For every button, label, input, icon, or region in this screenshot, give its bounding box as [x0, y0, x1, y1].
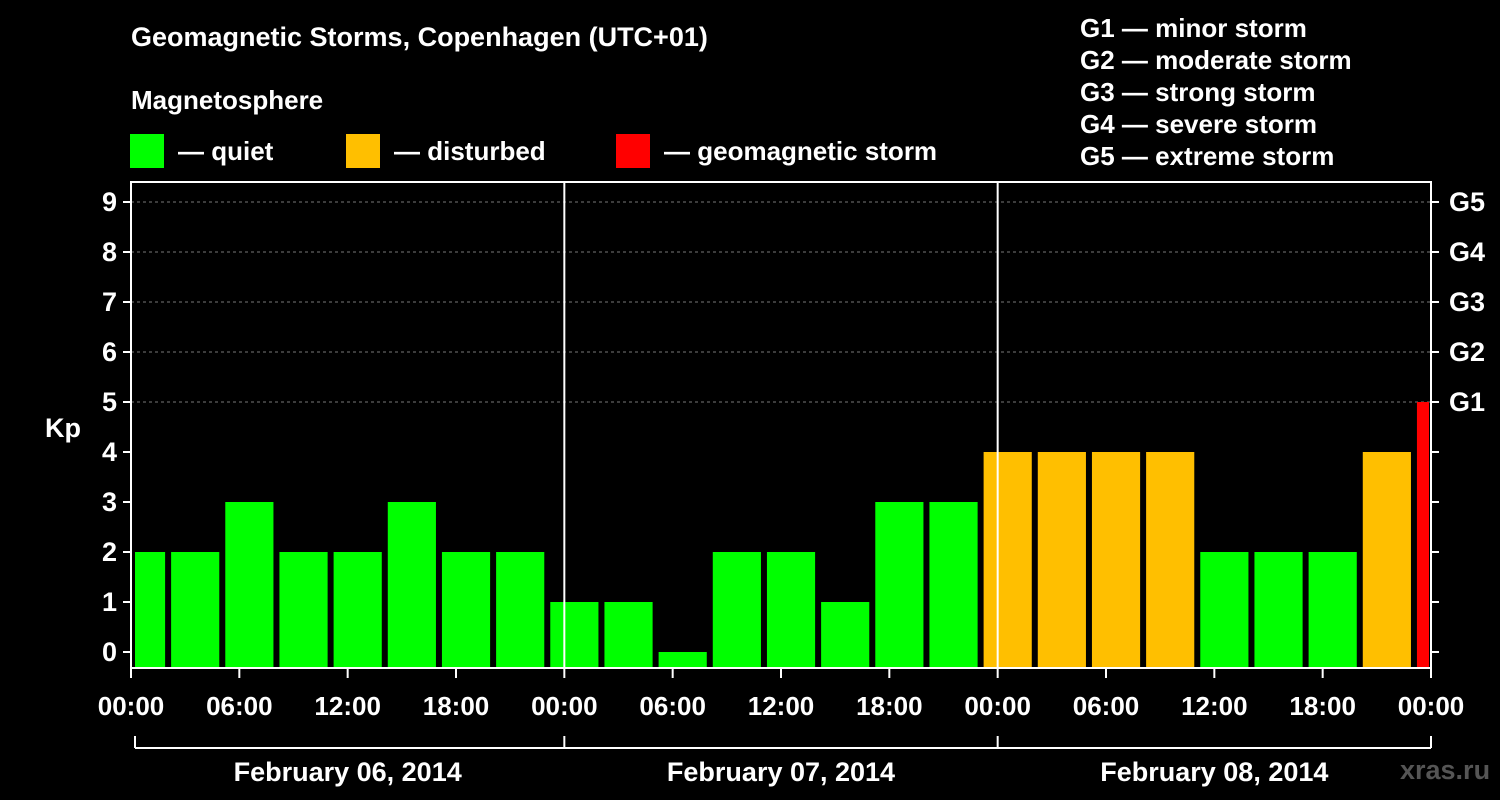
- storm-scale-g5: G5 — extreme storm: [1080, 141, 1335, 171]
- y-tick-label-7: 7: [102, 287, 117, 317]
- bar-10: [658, 652, 707, 668]
- x-tick-label-11: 18:00: [1289, 691, 1356, 721]
- chart-title: Geomagnetic Storms, Copenhagen (UTC+01): [131, 22, 708, 52]
- x-tick-label-3: 18:00: [423, 691, 490, 721]
- y-axis-label: Kp: [45, 413, 81, 443]
- x-tick-label-12: 00:00: [1398, 691, 1465, 721]
- bar-20: [1200, 552, 1249, 668]
- storm-scale-g4: G4 — severe storm: [1080, 109, 1318, 139]
- legend-disturbed-swatch: [346, 134, 380, 168]
- x-tick-label-1: 06:00: [206, 691, 273, 721]
- x-tick-label-0: 00:00: [98, 691, 165, 721]
- legend-quiet: — quiet: [130, 134, 273, 168]
- x-tick-label-9: 06:00: [1073, 691, 1140, 721]
- bar-4: [333, 552, 382, 668]
- y-tick-label-2: 2: [102, 537, 117, 567]
- x-tick-label-8: 00:00: [964, 691, 1031, 721]
- bar-5: [387, 502, 436, 668]
- day-label-0: February 06, 2014: [234, 757, 462, 787]
- x-tick-label-5: 06:00: [639, 691, 706, 721]
- bar-1: [171, 552, 220, 668]
- bar-2: [225, 502, 274, 668]
- y-tick-label-6: 6: [102, 337, 117, 367]
- x-tick-label-2: 12:00: [314, 691, 381, 721]
- legend-heading: Magnetosphere: [131, 85, 324, 115]
- y-tick-label-8: 8: [102, 237, 117, 267]
- right-tick-label-g3: G3: [1449, 287, 1485, 317]
- storm-scale-g1: G1 — minor storm: [1080, 13, 1307, 43]
- legend-quiet-label: — quiet: [178, 135, 274, 166]
- x-tick-label-7: 18:00: [856, 691, 923, 721]
- y-tick-label-4: 4: [102, 437, 117, 467]
- bar-19: [1146, 452, 1195, 668]
- bar-9: [604, 602, 653, 668]
- storm-scale-legend: G1 — minor storm G2 — moderate storm G3 …: [1080, 12, 1352, 172]
- bar-6: [441, 552, 491, 668]
- bar-14: [875, 502, 924, 668]
- y-tick-label-9: 9: [102, 187, 117, 217]
- bar-0: [135, 552, 166, 668]
- x-tick-label-6: 12:00: [748, 691, 815, 721]
- bar-16: [983, 452, 1032, 668]
- bar-17: [1037, 452, 1086, 668]
- bar-7: [496, 552, 545, 668]
- bar-22: [1308, 552, 1357, 668]
- bar-21: [1254, 552, 1303, 668]
- y-tick-label-1: 1: [102, 587, 117, 617]
- bar-8: [550, 602, 599, 668]
- right-tick-label-g1: G1: [1449, 387, 1485, 417]
- day-label-2: February 08, 2014: [1100, 757, 1328, 787]
- legend-disturbed: — disturbed: [346, 134, 546, 168]
- bar-23: [1362, 452, 1411, 668]
- x-tick-label-10: 12:00: [1181, 691, 1248, 721]
- right-tick-label-g2: G2: [1449, 337, 1485, 367]
- bar-18: [1091, 452, 1141, 668]
- watermark: xras.ru: [1400, 755, 1491, 785]
- legend-disturbed-label: — disturbed: [394, 135, 546, 166]
- bar-13: [821, 602, 870, 668]
- x-tick-label-4: 00:00: [531, 691, 598, 721]
- legend-storm: — geomagnetic storm: [616, 134, 937, 168]
- bar-3: [279, 552, 328, 668]
- bar-11: [712, 552, 761, 668]
- bar-24: [1416, 402, 1429, 668]
- right-tick-label-g5: G5: [1449, 187, 1485, 217]
- y-tick-label-5: 5: [102, 387, 117, 417]
- legend-quiet-swatch: [130, 134, 164, 168]
- legend-storm-label: — geomagnetic storm: [664, 135, 938, 166]
- y-tick-label-0: 0: [102, 637, 117, 667]
- day-label-1: February 07, 2014: [667, 757, 895, 787]
- storm-scale-g2: G2 — moderate storm: [1080, 45, 1352, 75]
- right-tick-label-g4: G4: [1449, 237, 1485, 267]
- legend-storm-swatch: [616, 134, 650, 168]
- storm-scale-g3: G3 — strong storm: [1080, 77, 1316, 107]
- bar-12: [766, 552, 816, 668]
- y-tick-label-3: 3: [102, 487, 117, 517]
- bar-15: [929, 502, 978, 668]
